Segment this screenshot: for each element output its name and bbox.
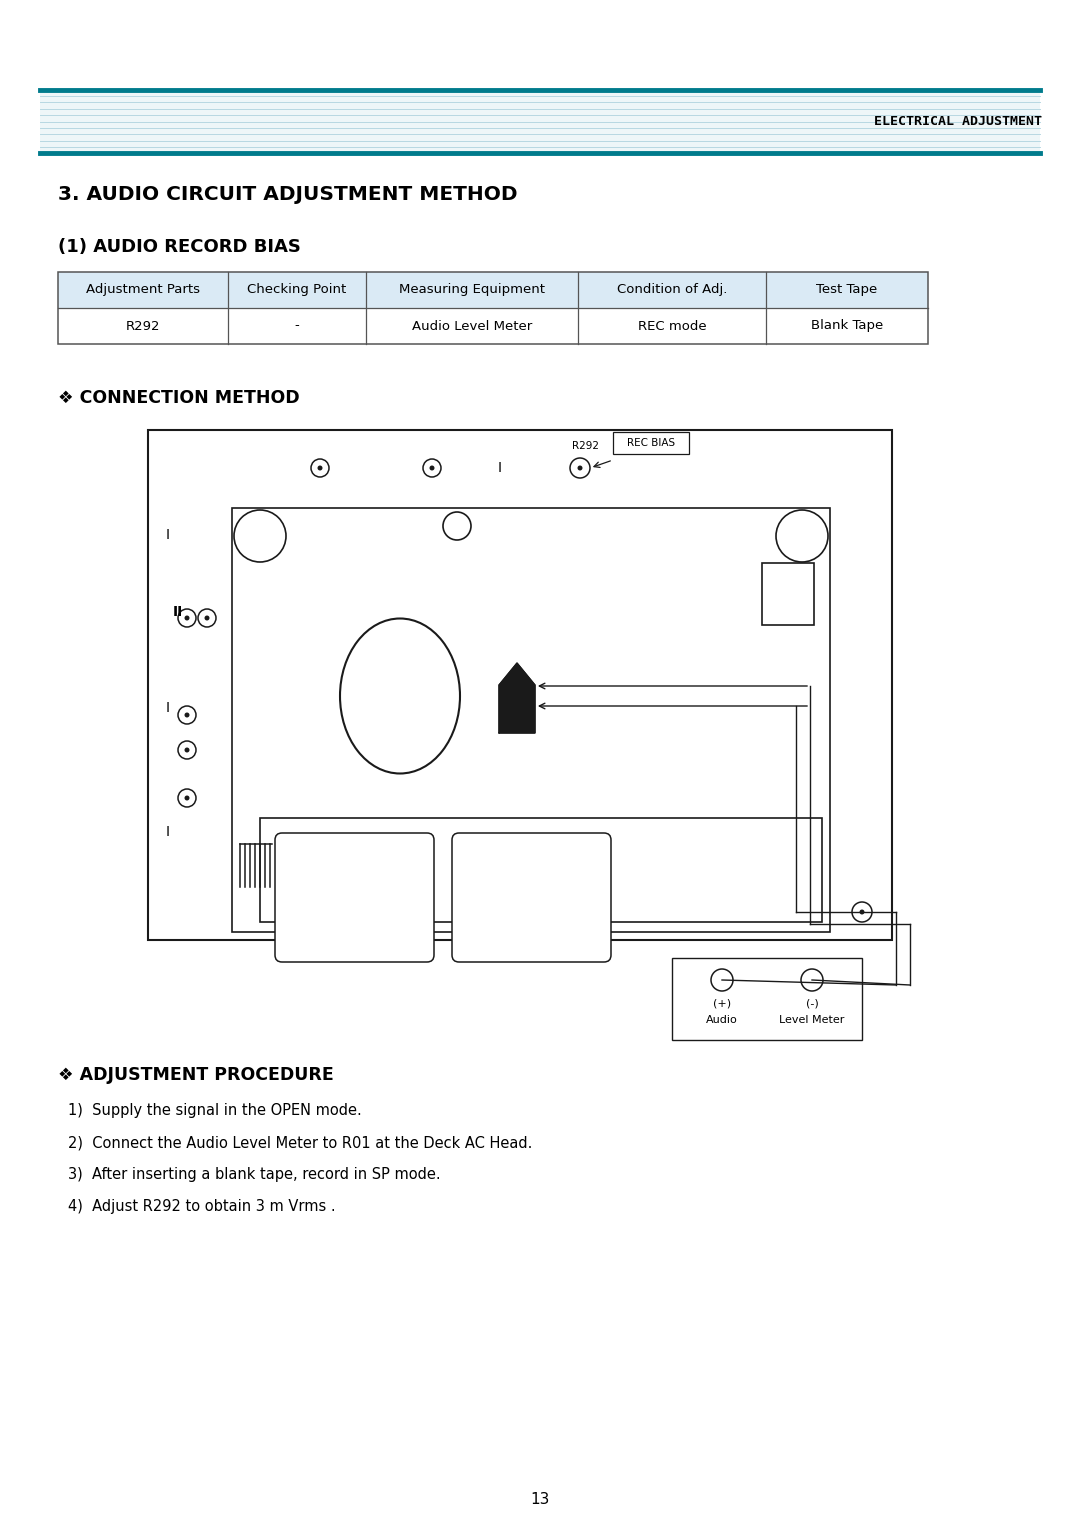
Text: (1) AUDIO RECORD BIAS: (1) AUDIO RECORD BIAS: [58, 238, 301, 257]
Text: 2)  Connect the Audio Level Meter to R01 at the Deck AC Head.: 2) Connect the Audio Level Meter to R01 …: [68, 1135, 532, 1151]
Circle shape: [318, 466, 323, 471]
Bar: [766, 272, 928, 309]
FancyBboxPatch shape: [453, 833, 611, 963]
Bar: [228, 272, 366, 309]
Text: II: II: [173, 605, 184, 619]
Text: 3. AUDIO CIRCUIT ADJUSTMENT METHOD: 3. AUDIO CIRCUIT ADJUSTMENT METHOD: [58, 185, 517, 205]
Bar: [58, 272, 928, 344]
Text: Audio Level Meter: Audio Level Meter: [411, 319, 532, 333]
Circle shape: [185, 747, 189, 752]
Text: -: -: [295, 319, 299, 333]
Bar: [672, 958, 862, 1041]
Circle shape: [430, 466, 434, 471]
Text: Level Meter: Level Meter: [780, 1015, 845, 1025]
Text: 13: 13: [530, 1493, 550, 1508]
Bar: [58, 272, 228, 309]
Text: REC BIAS: REC BIAS: [626, 439, 675, 448]
Bar: [148, 429, 892, 940]
Circle shape: [185, 616, 189, 620]
Bar: [40, 89, 1040, 154]
Text: (+): (+): [713, 999, 731, 1008]
Text: I: I: [166, 825, 170, 839]
Text: Blank Tape: Blank Tape: [811, 319, 883, 333]
Text: ELECTRICAL ADJUSTMENT: ELECTRICAL ADJUSTMENT: [874, 115, 1042, 128]
Text: 4)  Adjust R292 to obtain 3 m Vrms .: 4) Adjust R292 to obtain 3 m Vrms .: [68, 1199, 336, 1215]
Bar: [613, 432, 689, 454]
Circle shape: [204, 616, 210, 620]
Circle shape: [578, 466, 582, 471]
Text: Measuring Equipment: Measuring Equipment: [399, 284, 545, 296]
Bar: [366, 272, 578, 309]
Text: ❖ ADJUSTMENT PROCEDURE: ❖ ADJUSTMENT PROCEDURE: [58, 1067, 334, 1083]
Text: REC mode: REC mode: [637, 319, 706, 333]
FancyBboxPatch shape: [275, 833, 434, 963]
Circle shape: [185, 796, 189, 801]
Text: Adjustment Parts: Adjustment Parts: [86, 284, 200, 296]
Text: I: I: [498, 461, 502, 475]
Circle shape: [860, 909, 864, 914]
Bar: [578, 272, 766, 309]
Text: R292: R292: [125, 319, 160, 333]
Text: Condition of Adj.: Condition of Adj.: [617, 284, 727, 296]
Text: I: I: [166, 701, 170, 715]
Text: Checking Point: Checking Point: [247, 284, 347, 296]
Text: Audio: Audio: [706, 1015, 738, 1025]
Text: (-): (-): [806, 999, 819, 1008]
Text: R292: R292: [572, 442, 599, 451]
Circle shape: [185, 712, 189, 718]
Text: Test Tape: Test Tape: [816, 284, 878, 296]
Bar: [260, 817, 822, 921]
Text: 1)  Supply the signal in the OPEN mode.: 1) Supply the signal in the OPEN mode.: [68, 1103, 362, 1118]
Text: 3)  After inserting a blank tape, record in SP mode.: 3) After inserting a blank tape, record …: [68, 1167, 441, 1183]
Text: I: I: [166, 529, 170, 542]
Polygon shape: [499, 663, 535, 733]
Text: ❖ CONNECTION METHOD: ❖ CONNECTION METHOD: [58, 390, 299, 406]
Bar: [762, 562, 814, 625]
Bar: [232, 507, 831, 932]
